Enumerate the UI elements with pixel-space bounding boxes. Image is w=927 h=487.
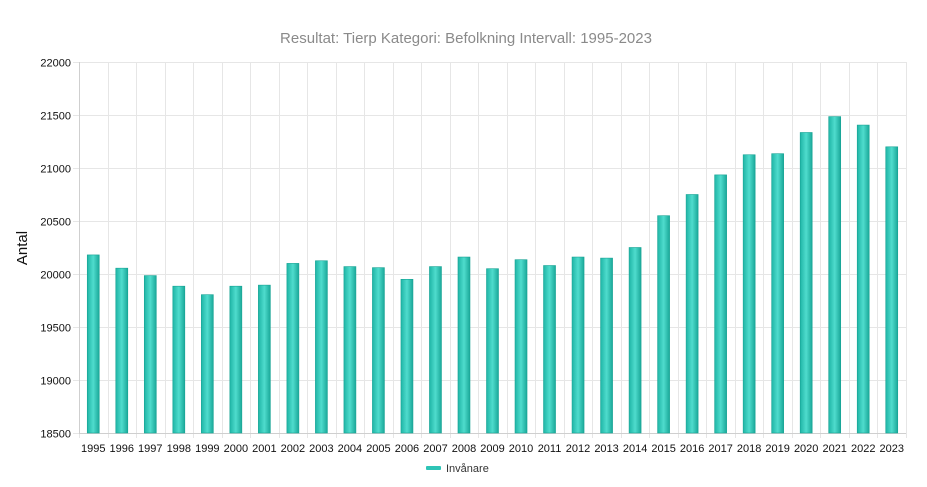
y-tick-label: 20500 (40, 217, 71, 229)
y-tick-label: 19500 (40, 323, 71, 335)
x-tick-label: 2001 (252, 443, 276, 455)
x-tick-label: 1998 (167, 443, 191, 455)
legend-label: Invånare (446, 463, 489, 475)
x-tick-label: 2016 (680, 443, 704, 455)
bar[interactable] (856, 124, 870, 434)
bar[interactable] (115, 267, 129, 434)
y-tick-label: 21000 (40, 164, 71, 176)
bar[interactable] (714, 174, 727, 434)
y-tick-label: 20000 (40, 270, 71, 282)
bar[interactable] (372, 267, 385, 434)
bar[interactable] (828, 116, 842, 434)
x-tick-label: 1996 (110, 443, 134, 455)
bar[interactable] (429, 266, 442, 434)
bar[interactable] (258, 284, 271, 434)
x-tick-label: 2003 (309, 443, 333, 455)
legend[interactable]: Invånare (426, 463, 489, 475)
y-tick-label: 22000 (40, 58, 71, 70)
x-tick-label: 2002 (281, 443, 305, 455)
x-axis-ticks: 1995 1996 1997 1998 1999 2000 2001 2002 2003 2004… (81, 443, 904, 455)
bar[interactable] (742, 154, 756, 434)
bar[interactable] (799, 132, 813, 434)
bar[interactable] (172, 285, 186, 434)
x-tick-label: 2022 (851, 443, 875, 455)
y-tick-label: 19000 (40, 376, 71, 388)
y-tick-label: 21500 (40, 111, 71, 123)
bar[interactable] (486, 268, 499, 434)
bar[interactable] (229, 285, 243, 434)
bar[interactable] (885, 146, 899, 434)
x-tick-label: 2017 (708, 443, 732, 455)
x-tick-label: 2023 (879, 443, 903, 455)
x-tick-label: 2013 (594, 443, 618, 455)
x-tick-label: 1999 (195, 443, 219, 455)
x-tick-label: 2020 (794, 443, 818, 455)
gridlines (73, 62, 907, 438)
x-tick-label: 2015 (651, 443, 675, 455)
bar[interactable] (400, 278, 414, 434)
bar[interactable] (685, 194, 699, 434)
bar[interactable] (600, 257, 613, 434)
x-tick-label: 2000 (224, 443, 248, 455)
chart-title: Resultat: Tierp Kategori: Befolkning Int… (280, 30, 652, 47)
bar[interactable] (628, 247, 642, 434)
bar[interactable] (343, 266, 357, 434)
bar[interactable] (514, 259, 528, 434)
x-tick-label: 2007 (423, 443, 447, 455)
x-tick-label: 2011 (538, 443, 562, 455)
x-tick-label: 2010 (509, 443, 533, 455)
bar[interactable] (315, 260, 328, 434)
bar[interactable] (543, 265, 556, 434)
x-tick-label: 2006 (395, 443, 419, 455)
x-tick-label: 1995 (81, 443, 105, 455)
bar[interactable] (143, 275, 157, 434)
x-tick-label: 2008 (452, 443, 476, 455)
bar[interactable] (457, 256, 471, 434)
x-tick-label: 2019 (765, 443, 789, 455)
x-tick-label: 2014 (623, 443, 647, 455)
bar[interactable] (201, 294, 214, 434)
x-tick-label: 2021 (822, 443, 846, 455)
x-tick-label: 2012 (566, 443, 590, 455)
bar[interactable] (657, 215, 670, 434)
bar[interactable] (86, 254, 100, 434)
bar[interactable] (286, 263, 300, 434)
x-tick-label: 1997 (138, 443, 162, 455)
x-tick-label: 2018 (737, 443, 761, 455)
bar[interactable] (571, 256, 585, 434)
y-tick-label: 18500 (40, 429, 71, 441)
legend-swatch (426, 466, 441, 470)
bars (86, 116, 899, 434)
y-axis-label: Antal (14, 231, 31, 265)
y-axis-ticks: 18500 19000 19500 20000 20500 21000 21500 22000 (40, 58, 71, 441)
bar[interactable] (771, 153, 784, 434)
x-tick-label: 2005 (366, 443, 390, 455)
x-tick-label: 2009 (480, 443, 504, 455)
x-tick-label: 2004 (338, 443, 362, 455)
